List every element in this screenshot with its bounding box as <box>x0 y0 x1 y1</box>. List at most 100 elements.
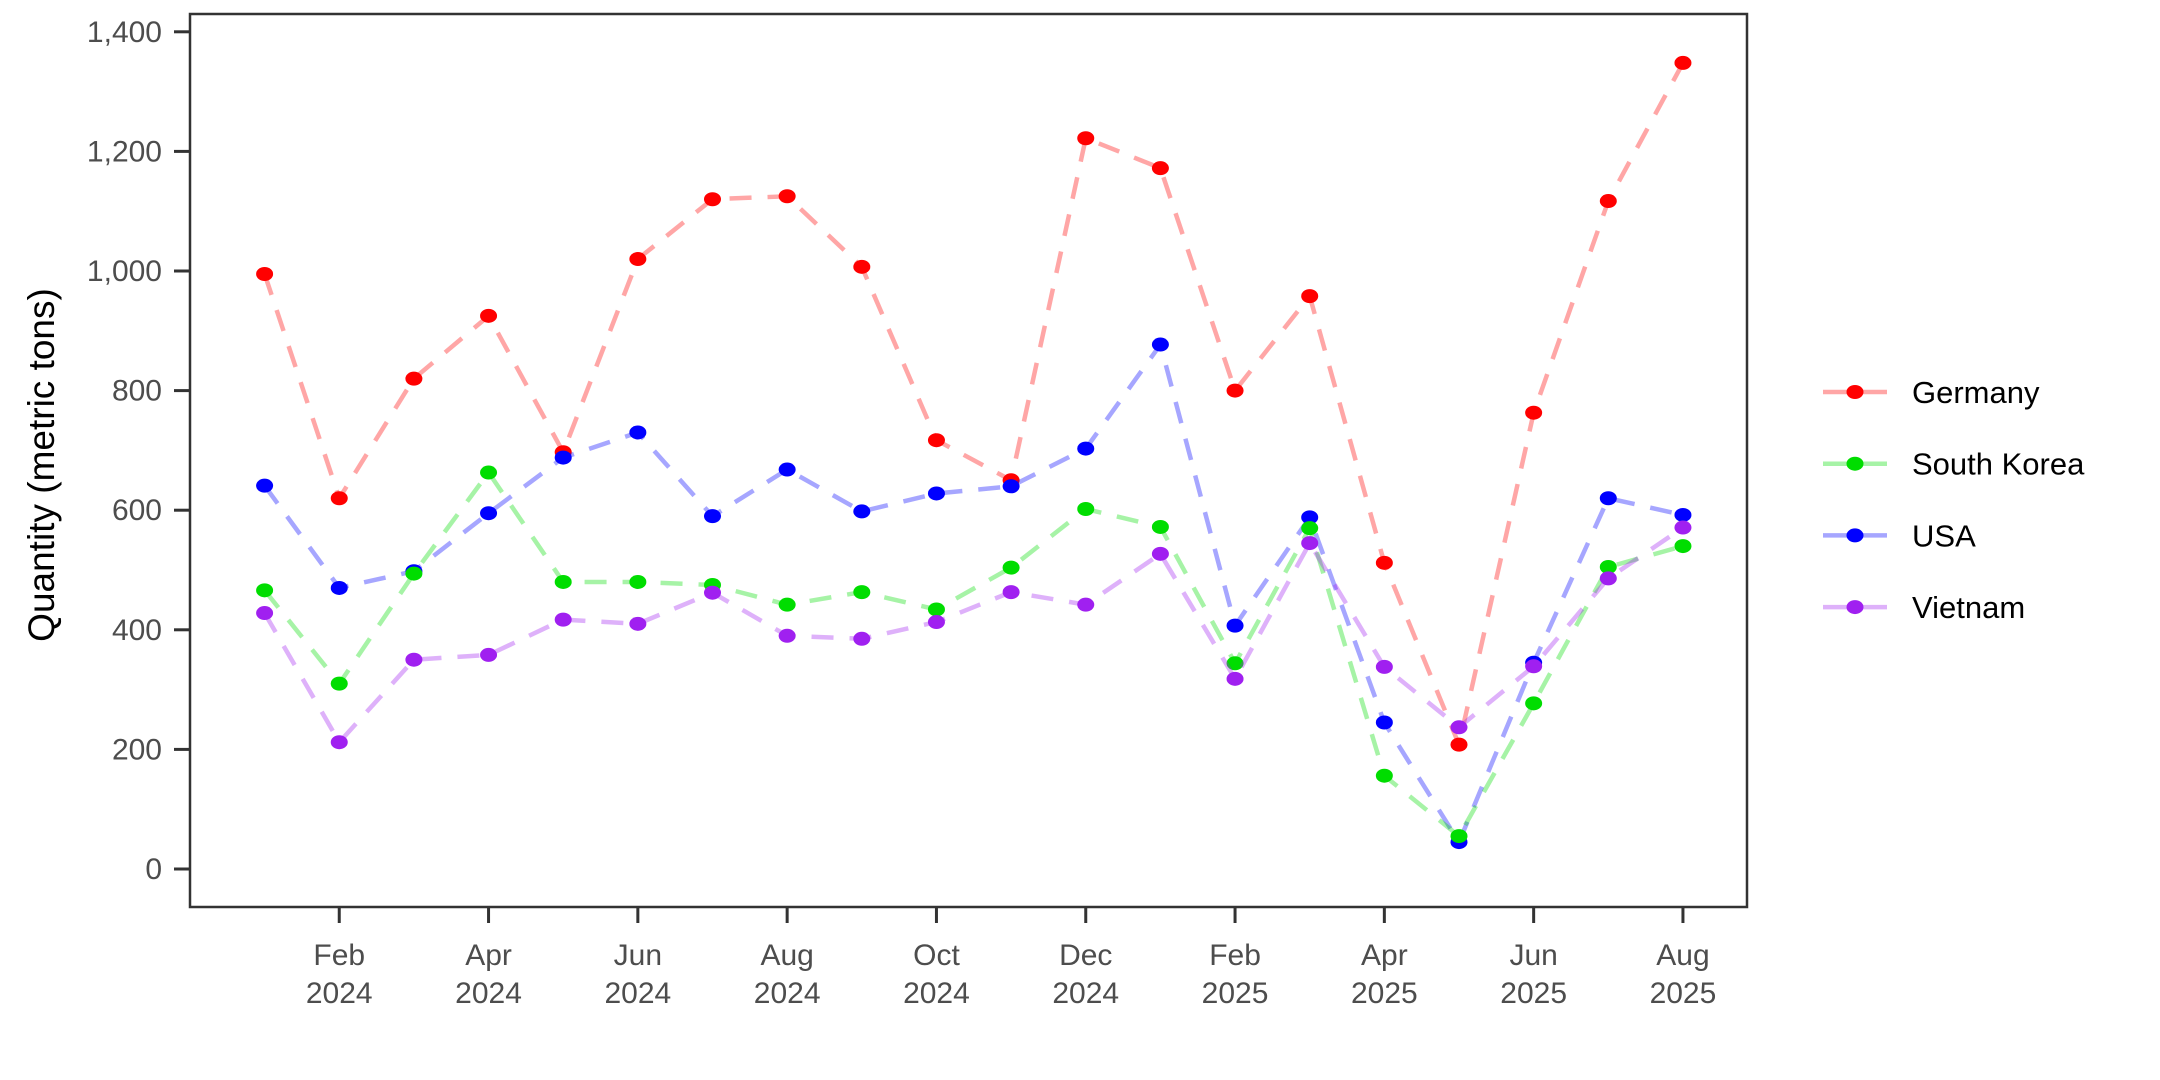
data-point-south-korea <box>1077 502 1095 517</box>
data-point-vietnam <box>256 606 274 621</box>
x-axis-tick-label-month: Aug <box>760 939 813 972</box>
data-point-vietnam <box>778 628 796 643</box>
data-point-germany <box>1151 161 1169 176</box>
data-point-south-korea <box>629 574 647 589</box>
data-point-south-korea <box>853 585 871 600</box>
data-point-usa <box>853 504 871 519</box>
data-point-germany <box>1226 383 1244 398</box>
data-point-south-korea <box>927 602 945 617</box>
series-line-south-korea <box>262 468 1684 840</box>
legend-dot-sample <box>1846 456 1864 471</box>
x-axis-tick-label-month: Dec <box>1059 939 1112 972</box>
data-point-germany <box>629 252 647 267</box>
data-point-south-korea <box>1226 656 1244 671</box>
data-point-germany <box>1375 555 1393 570</box>
data-point-usa <box>330 580 348 595</box>
data-point-germany <box>405 371 423 386</box>
data-point-usa <box>256 478 274 493</box>
data-point-usa <box>1151 337 1169 352</box>
data-point-vietnam <box>1077 597 1095 612</box>
data-point-south-korea <box>1375 768 1393 783</box>
y-axis-tick-label: 1,000 <box>87 255 162 288</box>
data-point-vietnam <box>1226 671 1244 686</box>
data-point-germany <box>330 491 348 506</box>
x-axis-tick-label-year: 2025 <box>1202 977 1269 1010</box>
data-point-germany <box>1599 194 1617 209</box>
data-point-south-korea <box>1450 829 1468 844</box>
data-point-south-korea <box>778 597 796 612</box>
data-point-germany <box>480 308 498 323</box>
data-point-south-korea <box>1151 519 1169 534</box>
x-axis-tick-label-month: Apr <box>1361 939 1408 972</box>
data-point-usa <box>1375 715 1393 730</box>
x-axis-tick-label-year: 2024 <box>754 977 821 1010</box>
data-point-vietnam <box>704 585 721 600</box>
data-point-vietnam <box>1375 659 1393 674</box>
x-axis-tick-label-year: 2024 <box>455 977 522 1010</box>
series-line-vietnam <box>262 525 1685 746</box>
series-line-germany <box>262 61 1685 753</box>
legend-label-germany: Germany <box>1912 375 2040 410</box>
data-point-germany <box>1525 405 1543 420</box>
data-point-vietnam <box>1450 720 1468 735</box>
data-point-vietnam <box>1002 585 1020 600</box>
data-point-germany <box>1450 737 1468 752</box>
x-axis-tick-label-month: Jun <box>614 939 662 972</box>
y-axis-tick-label: 200 <box>112 733 162 766</box>
data-point-germany <box>778 189 796 204</box>
x-axis-tick-label-year: 2024 <box>306 977 373 1010</box>
data-point-vietnam <box>853 631 871 646</box>
data-point-south-korea <box>1301 521 1319 536</box>
y-axis-tick-label: 400 <box>112 614 162 647</box>
legend-label-south-korea: South Korea <box>1912 447 2085 482</box>
data-point-south-korea <box>330 676 348 691</box>
legend-label-usa: USA <box>1912 518 1976 553</box>
legend-dot-sample <box>1846 528 1864 543</box>
data-point-vietnam <box>1674 520 1692 535</box>
data-point-south-korea <box>405 566 423 581</box>
data-point-germany <box>256 266 274 281</box>
data-point-vietnam <box>1599 571 1617 586</box>
y-axis-tick-label: 1,400 <box>87 16 162 49</box>
data-point-germany <box>1301 289 1319 304</box>
data-point-south-korea <box>1599 560 1617 575</box>
data-point-germany <box>927 433 945 448</box>
data-point-south-korea <box>256 583 274 598</box>
x-axis-tick-label-month: Aug <box>1656 939 1709 972</box>
x-axis-tick-label-year: 2024 <box>1052 977 1119 1010</box>
data-point-vietnam <box>330 735 348 750</box>
data-point-vietnam <box>1151 546 1169 561</box>
data-point-usa <box>480 506 498 521</box>
data-point-usa <box>927 486 945 501</box>
y-axis-tick-label: 1,200 <box>87 135 162 168</box>
data-point-usa <box>1002 479 1020 494</box>
data-point-usa <box>1226 618 1244 633</box>
data-point-usa <box>629 425 647 440</box>
data-point-vietnam <box>927 615 945 630</box>
data-point-usa <box>1077 441 1095 456</box>
x-axis-tick-label-year: 2024 <box>903 977 970 1010</box>
y-axis-tick-label: 0 <box>145 853 162 886</box>
y-axis-tick-label: 600 <box>112 494 162 527</box>
data-point-vietnam <box>554 612 572 627</box>
legend-dot-sample <box>1846 385 1864 399</box>
x-axis-tick-label-month: Feb <box>1209 939 1261 972</box>
data-point-south-korea <box>1525 696 1543 711</box>
series-line-usa <box>262 339 1684 847</box>
x-axis-tick-label-month: Apr <box>465 939 512 972</box>
x-axis-tick-label-year: 2025 <box>1650 977 1717 1010</box>
legend-label-vietnam: Vietnam <box>1912 590 2025 625</box>
x-axis-tick-label-year: 2024 <box>604 977 671 1010</box>
plot-panel-border <box>188 12 1749 909</box>
x-axis-tick-label-month: Feb <box>313 939 365 972</box>
data-point-vietnam <box>480 647 498 662</box>
data-point-south-korea <box>1674 539 1692 554</box>
x-axis-tick-label-year: 2025 <box>1351 977 1418 1010</box>
data-point-vietnam <box>405 652 423 667</box>
x-axis-tick-label-year: 2025 <box>1500 977 1567 1010</box>
data-point-germany <box>704 192 721 207</box>
data-point-usa <box>554 450 572 465</box>
data-point-usa <box>1674 507 1692 522</box>
data-point-vietnam <box>629 616 647 631</box>
